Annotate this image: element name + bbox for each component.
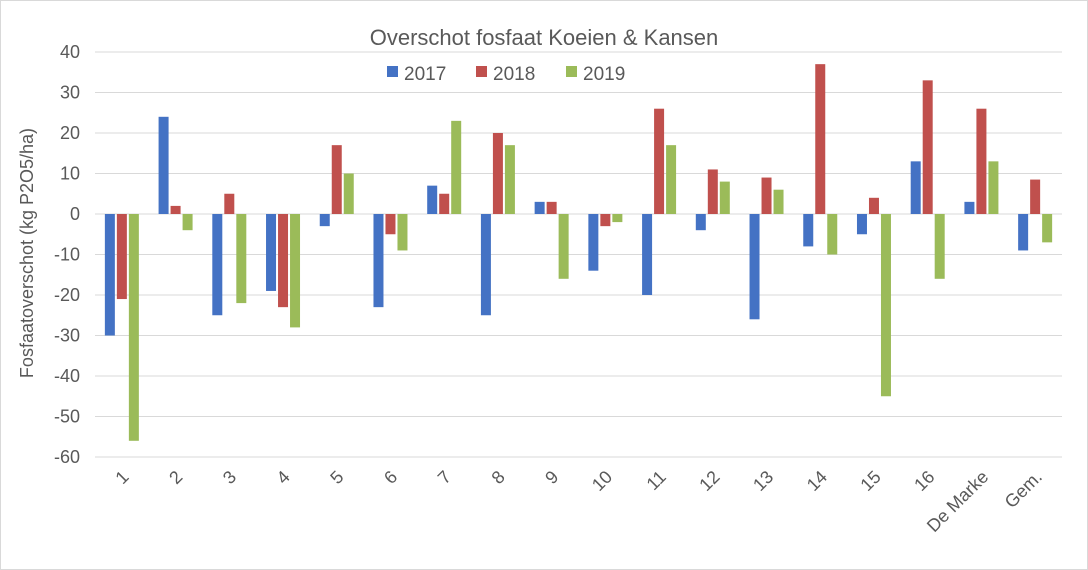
y-tick-label: -60 [54, 447, 80, 467]
y-tick-label: 30 [60, 83, 80, 103]
bar-2018-12 [707, 169, 718, 214]
chart-title: Overschot fosfaat Koeien & Kansen [370, 25, 719, 50]
bar-2017-10 [588, 214, 599, 271]
bar-2019-12 [719, 181, 730, 214]
bar-2017-5 [319, 214, 330, 227]
bar-2017-3 [212, 214, 223, 316]
x-tick-label: 16 [910, 467, 938, 495]
y-tick-label: 20 [60, 123, 80, 143]
bar-2018-gem- [1030, 179, 1041, 214]
bar-2017-16 [910, 161, 921, 214]
x-tick-label: Gem. [1001, 467, 1046, 512]
x-tick-label: 4 [273, 467, 294, 488]
y-axis-title: Fosfaatoverschot (kg P2O5/ha) [17, 128, 37, 378]
x-tick-label: 11 [643, 467, 670, 494]
bar-2019-16 [934, 214, 945, 279]
legend-swatch-2017 [387, 66, 398, 77]
bar-2018-2 [170, 205, 181, 214]
bar-2018-13 [761, 177, 772, 214]
bar-2019-3 [236, 214, 247, 304]
bar-2017-7 [427, 185, 438, 214]
x-tick-label: 15 [856, 467, 884, 495]
bar-2017-14 [803, 214, 814, 247]
legend-swatch-2018 [476, 66, 487, 77]
bar-2017-15 [856, 214, 867, 235]
x-tick-label: 2 [165, 467, 186, 488]
bar-2017-gem- [1018, 214, 1029, 251]
gridlines [95, 51, 1062, 458]
legend: 2017 2018 2019 [387, 64, 625, 85]
bar-2018-6 [385, 214, 396, 235]
x-tick-label: 7 [434, 467, 455, 488]
y-tick-label: -20 [54, 285, 80, 305]
bar-2017-8 [480, 214, 491, 316]
bar-2017-9 [534, 201, 545, 214]
bar-2019-14 [827, 214, 838, 255]
bar-2017-12 [695, 214, 706, 231]
y-tick-label: 10 [60, 164, 80, 184]
bar-2017-11 [642, 214, 653, 295]
bar-2018-5 [331, 145, 342, 214]
bar-2019-6 [397, 214, 408, 251]
y-tick-label: -30 [54, 326, 80, 346]
bar-2019-de-marke [988, 161, 999, 214]
legend-label-2017: 2017 [404, 64, 446, 85]
bar-2017-6 [373, 214, 384, 308]
bar-2018-10 [600, 214, 611, 227]
x-tick-label: 9 [541, 467, 562, 488]
bar-2018-9 [546, 201, 557, 214]
bar-2018-1 [116, 214, 127, 300]
bar-2019-5 [343, 173, 354, 214]
x-tick-label: 13 [749, 467, 777, 495]
bar-2018-16 [922, 80, 933, 214]
bar-2018-15 [868, 197, 879, 214]
x-tick-label: 1 [111, 467, 132, 488]
y-tick-label: -50 [54, 407, 80, 427]
y-axis-ticks: 40 30 20 10 0 -10 -20 -30 -40 -50 -60 [54, 42, 80, 467]
x-tick-label: 12 [695, 467, 723, 495]
bar-2019-10 [612, 214, 623, 223]
x-tick-label: 5 [326, 467, 347, 488]
x-tick-label: 6 [380, 467, 401, 488]
legend-label-2018: 2018 [493, 64, 535, 85]
x-tick-label: 3 [219, 467, 240, 488]
bar-2018-3 [224, 193, 235, 214]
bar-2019-11 [666, 145, 677, 214]
x-tick-label: 10 [588, 467, 616, 495]
bar-2018-11 [654, 108, 665, 214]
bar-2019-1 [128, 214, 139, 441]
y-tick-label: -10 [54, 245, 80, 265]
bar-2018-14 [815, 64, 826, 215]
bar-2018-4 [278, 214, 289, 308]
bar-2019-15 [880, 214, 891, 397]
y-tick-label: -40 [54, 366, 80, 386]
bar-2019-9 [558, 214, 569, 279]
bar-2019-gem- [1042, 214, 1053, 243]
bar-2019-13 [773, 189, 784, 214]
bar-2019-4 [290, 214, 301, 328]
bar-2019-2 [182, 214, 193, 231]
bar-2018-8 [492, 133, 503, 214]
bar-2017-1 [104, 214, 115, 336]
x-tick-label: 14 [803, 467, 831, 495]
bar-2017-13 [749, 214, 760, 320]
legend-label-2019: 2019 [583, 64, 625, 85]
x-tick-label: 8 [488, 467, 509, 488]
bar-2017-2 [158, 116, 169, 214]
bar-2018-7 [439, 193, 450, 214]
legend-swatch-2019 [566, 66, 577, 77]
bar-2017-4 [266, 214, 277, 291]
y-tick-label: 0 [70, 204, 80, 224]
bar-2019-7 [451, 120, 462, 214]
bar-2017-de-marke [964, 201, 975, 214]
bar-2019-8 [504, 145, 515, 214]
bar-2018-de-marke [976, 108, 987, 214]
bars [104, 64, 1053, 441]
y-tick-label: 40 [60, 42, 80, 62]
